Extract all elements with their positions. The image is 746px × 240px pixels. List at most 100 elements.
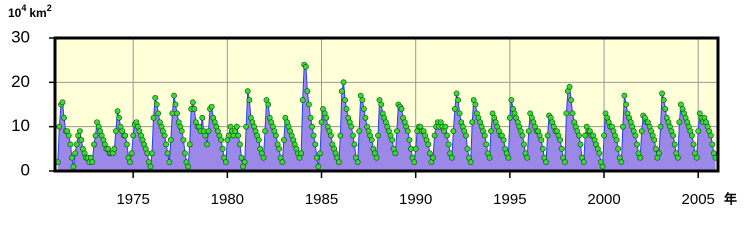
point	[519, 132, 526, 139]
point	[315, 163, 322, 170]
x-tick-label: 1995	[493, 191, 526, 208]
point	[317, 150, 323, 157]
point	[431, 132, 438, 139]
point	[122, 132, 129, 139]
point	[568, 97, 574, 103]
point	[218, 137, 225, 143]
point	[351, 141, 358, 148]
point	[328, 132, 334, 139]
point	[302, 63, 309, 70]
point	[189, 99, 196, 106]
point	[359, 97, 366, 103]
point	[255, 137, 262, 143]
point	[350, 132, 356, 139]
point	[538, 137, 545, 143]
point	[613, 137, 620, 143]
point	[569, 110, 576, 117]
point	[577, 141, 584, 148]
point	[601, 132, 607, 139]
point	[276, 145, 283, 152]
point	[582, 132, 589, 139]
point	[659, 90, 665, 97]
point	[619, 123, 626, 130]
point	[335, 159, 342, 166]
point	[404, 128, 411, 134]
point	[309, 123, 316, 130]
point	[338, 88, 345, 95]
point	[124, 141, 130, 148]
point	[486, 154, 493, 161]
point	[244, 88, 251, 95]
point	[155, 110, 162, 117]
x-tick-label: 2005	[682, 191, 715, 208]
point	[360, 106, 367, 112]
point	[182, 150, 188, 157]
point	[368, 137, 375, 143]
point	[205, 128, 212, 134]
y-axis-unit: 104 km2	[8, 3, 52, 20]
point	[525, 128, 532, 134]
point	[481, 132, 488, 139]
point	[323, 114, 330, 121]
point	[312, 141, 319, 148]
point	[411, 159, 418, 166]
point	[152, 94, 159, 101]
point	[128, 150, 135, 157]
point	[561, 159, 568, 166]
unit-exponent: 4	[21, 3, 26, 13]
point	[378, 101, 385, 108]
point	[116, 114, 122, 121]
x-tick-label: 1975	[116, 191, 149, 208]
point	[354, 159, 361, 166]
point	[202, 132, 209, 139]
point	[61, 114, 67, 121]
point	[488, 128, 494, 134]
point	[310, 132, 317, 139]
point	[430, 154, 436, 161]
point	[709, 141, 716, 148]
point	[164, 150, 171, 157]
point	[618, 159, 625, 166]
point	[450, 128, 457, 134]
point	[246, 97, 253, 103]
point	[273, 132, 279, 139]
point	[500, 137, 507, 143]
point	[147, 163, 154, 170]
point	[208, 103, 215, 110]
point	[563, 110, 570, 117]
point	[463, 132, 469, 139]
point	[506, 114, 513, 121]
point	[544, 132, 551, 139]
point	[343, 106, 350, 112]
point	[676, 119, 683, 126]
point	[671, 141, 678, 148]
point	[78, 137, 85, 143]
point	[313, 154, 320, 161]
point	[615, 145, 622, 152]
point	[307, 114, 314, 121]
point	[171, 92, 177, 99]
point	[576, 132, 582, 139]
point	[651, 137, 658, 143]
point	[392, 150, 399, 157]
point	[89, 159, 96, 166]
point	[111, 145, 118, 152]
point	[172, 101, 179, 108]
point	[393, 128, 400, 134]
point	[167, 137, 174, 143]
point	[265, 101, 272, 108]
point	[56, 123, 63, 130]
point	[637, 154, 644, 161]
point	[455, 97, 461, 103]
point	[467, 159, 474, 166]
point	[543, 159, 549, 166]
point	[389, 137, 396, 143]
point	[521, 141, 527, 148]
point	[558, 145, 565, 152]
point	[695, 128, 702, 134]
point	[660, 97, 667, 103]
unit-name: km	[29, 6, 46, 20]
point	[59, 99, 66, 106]
y-tick-label: 10	[11, 116, 30, 135]
